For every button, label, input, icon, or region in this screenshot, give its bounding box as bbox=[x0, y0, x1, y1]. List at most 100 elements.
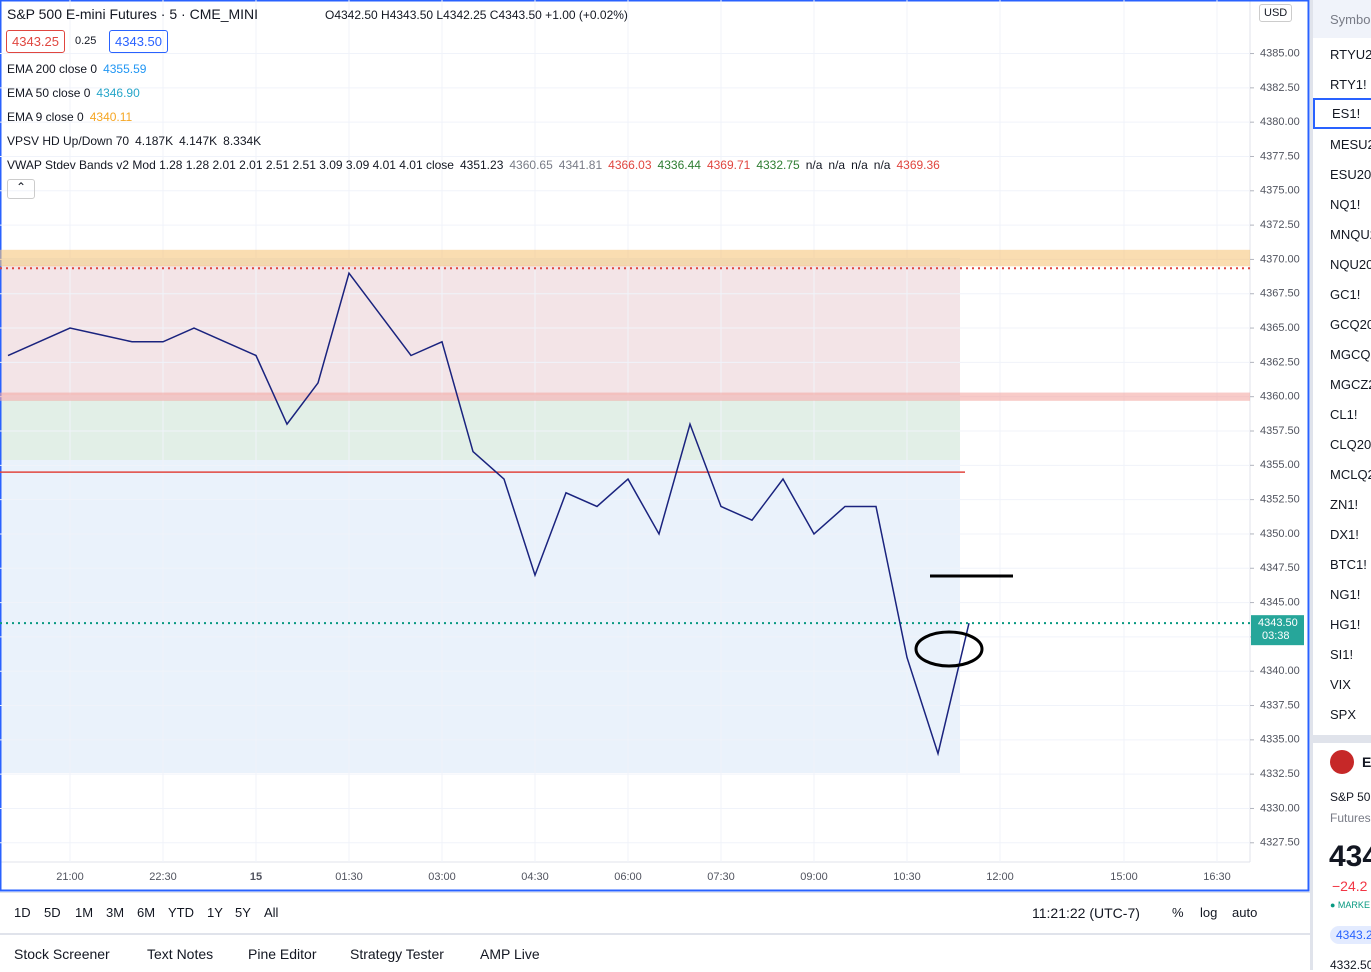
details-full: S&P 500 bbox=[1330, 790, 1371, 804]
watch-symbol[interactable]: SPX bbox=[1330, 707, 1357, 722]
indicator-value: 4341.81 bbox=[558, 158, 603, 172]
watch-symbol[interactable]: ESU20 bbox=[1330, 167, 1371, 182]
y-tick-label: 4355.00 bbox=[1260, 459, 1300, 471]
x-tick-label: 10:30 bbox=[893, 871, 921, 883]
indicator-value: n/a bbox=[805, 158, 823, 172]
watch-symbol[interactable]: VIX bbox=[1330, 677, 1351, 692]
indicator: VPSV HD Up/Down 70 4.187K 4.147K 8.334K bbox=[7, 134, 267, 148]
price-tag bbox=[1251, 615, 1304, 646]
indicator-value: n/a bbox=[851, 158, 868, 172]
indicator-name: VPSV HD Up/Down 70 bbox=[7, 134, 130, 148]
x-tick-label: 04:30 bbox=[521, 871, 549, 883]
ohlc: O4342.50 H4343.50 L4342.25 C4343.50 +1.0… bbox=[325, 8, 628, 22]
option-button[interactable]: auto bbox=[1232, 905, 1258, 920]
indicator-value: 4355.59 bbox=[103, 62, 147, 76]
watch-symbol[interactable]: RTYU2 bbox=[1330, 47, 1371, 62]
pane-border bbox=[0, 0, 1310, 892]
watch-symbol[interactable]: HG1! bbox=[1330, 617, 1361, 632]
divider bbox=[1310, 0, 1313, 970]
currency[interactable]: USD bbox=[1259, 4, 1293, 22]
lower-band bbox=[0, 400, 960, 460]
indicator-value: 4336.44 bbox=[657, 158, 701, 172]
range-button[interactable]: 6M bbox=[137, 905, 156, 920]
bid[interactable]: 4343.25 bbox=[6, 30, 65, 53]
ask[interactable]: 4343.50 bbox=[109, 30, 168, 53]
indicator-value: 4360.65 bbox=[509, 158, 553, 172]
watchlist-title: Symbo bbox=[1330, 12, 1371, 27]
watch-symbol[interactable]: NQU20 bbox=[1330, 257, 1371, 272]
y-tick-label: 4382.50 bbox=[1260, 82, 1300, 94]
y-tick-label: 4352.50 bbox=[1260, 494, 1300, 506]
watch-symbol[interactable]: MESU2 bbox=[1330, 137, 1371, 152]
chart: 4327.50 4330.00 4332.50 4335.00 4337.50 4340.… bbox=[0, 0, 1310, 892]
price-line bbox=[7, 271, 970, 757]
range-button[interactable]: 1Y bbox=[207, 905, 223, 920]
range-button[interactable]: 5Y bbox=[235, 905, 251, 920]
watch-symbol[interactable]: RTY1! bbox=[1330, 77, 1367, 92]
watch-symbol[interactable]: BTC1! bbox=[1330, 557, 1367, 572]
range-button[interactable]: 3M bbox=[106, 905, 125, 920]
indicator-value: n/a bbox=[828, 158, 846, 172]
x-tick-label: 01:30 bbox=[335, 871, 363, 883]
indicator: EMA 50 close 0 4346.90 bbox=[7, 86, 146, 100]
price-tag-label: 4343.50 bbox=[1258, 617, 1298, 629]
divider bbox=[0, 892, 1310, 893]
upper-band bbox=[0, 265, 960, 395]
symbol: S&P 500 E-mini Futures · 5 · CME_MINI bbox=[7, 6, 259, 22]
indicator-value: n/a bbox=[873, 158, 891, 172]
watch-symbol[interactable]: MNQU2 bbox=[1330, 227, 1371, 242]
watch-symbol[interactable]: CLQ20 bbox=[1330, 437, 1371, 452]
x-tick-label: 15 bbox=[250, 871, 262, 883]
watch-symbol[interactable]: NG1! bbox=[1330, 587, 1361, 602]
watch-symbol[interactable]: GCQ20 bbox=[1330, 317, 1371, 332]
x-tick-label: 21:00 bbox=[56, 871, 84, 883]
indicator-value: 4366.03 bbox=[608, 158, 652, 172]
watch-symbol[interactable]: MGCQ2 bbox=[1330, 347, 1371, 362]
range-button[interactable]: 1M bbox=[75, 905, 94, 920]
indicator-value: 4.187K bbox=[135, 134, 174, 148]
watch-symbol[interactable]: ZN1! bbox=[1330, 497, 1359, 512]
zone bbox=[0, 249, 1250, 267]
y-tick-label: 4327.50 bbox=[1260, 837, 1300, 849]
indicator-value: 8.334K bbox=[223, 134, 262, 148]
tab[interactable]: Text Notes bbox=[147, 946, 214, 962]
range-button[interactable]: 5D bbox=[44, 905, 61, 920]
y-tick-label: 4372.50 bbox=[1260, 219, 1300, 231]
y-tick-label: 4347.50 bbox=[1260, 562, 1300, 574]
range-button[interactable]: All bbox=[264, 905, 279, 920]
x-tick-label: 15:00 bbox=[1110, 871, 1138, 883]
y-tick-label: 4380.00 bbox=[1260, 116, 1300, 128]
watch-symbol[interactable]: SI1! bbox=[1330, 647, 1354, 662]
watch-symbol[interactable]: ES1! bbox=[1313, 98, 1371, 129]
indicator-name: VWAP Stdev Bands v2 Mod 1.28 1.28 2.01 2… bbox=[7, 158, 454, 172]
collapse-button[interactable]: ⌃ bbox=[7, 179, 35, 199]
option-button[interactable]: % bbox=[1172, 905, 1184, 920]
details-price: 434 bbox=[1329, 840, 1371, 873]
range-button[interactable]: 1D bbox=[14, 905, 31, 920]
watch-symbol[interactable]: MCLQ2 bbox=[1330, 467, 1371, 482]
option-button[interactable]: log bbox=[1200, 905, 1218, 920]
details-low: 4332.50 bbox=[1330, 958, 1371, 972]
watch-symbol[interactable]: GC1! bbox=[1330, 287, 1361, 302]
tab[interactable]: AMP Live bbox=[480, 946, 540, 962]
tab[interactable]: Stock Screener bbox=[14, 946, 110, 962]
details-type: Futures bbox=[1330, 811, 1371, 825]
range-button[interactable]: YTD bbox=[168, 905, 194, 920]
watch-symbol[interactable]: MGCZ2 bbox=[1330, 377, 1371, 392]
watch-symbol[interactable]: NQ1! bbox=[1330, 197, 1361, 212]
y-tick-label: 4335.00 bbox=[1260, 734, 1300, 746]
x-tick-label: 07:30 bbox=[707, 871, 735, 883]
tab[interactable]: Pine Editor bbox=[248, 946, 317, 962]
indicator-value: 4369.71 bbox=[706, 158, 751, 172]
y-tick-label: 4375.00 bbox=[1260, 185, 1300, 197]
y-tick-label: 4357.50 bbox=[1260, 425, 1300, 437]
divider bbox=[1313, 735, 1371, 743]
watch-symbol[interactable]: CL1! bbox=[1330, 407, 1358, 422]
x-tick-label: 06:00 bbox=[614, 871, 642, 883]
indicator-value: 4340.11 bbox=[89, 110, 133, 124]
indicator-value: 4351.23 bbox=[459, 158, 504, 172]
tab[interactable]: Strategy Tester bbox=[350, 946, 444, 962]
details-status: ● MARKE bbox=[1330, 900, 1370, 910]
watch-symbol[interactable]: DX1! bbox=[1330, 527, 1359, 542]
y-tick-label: 4340.00 bbox=[1260, 665, 1300, 677]
